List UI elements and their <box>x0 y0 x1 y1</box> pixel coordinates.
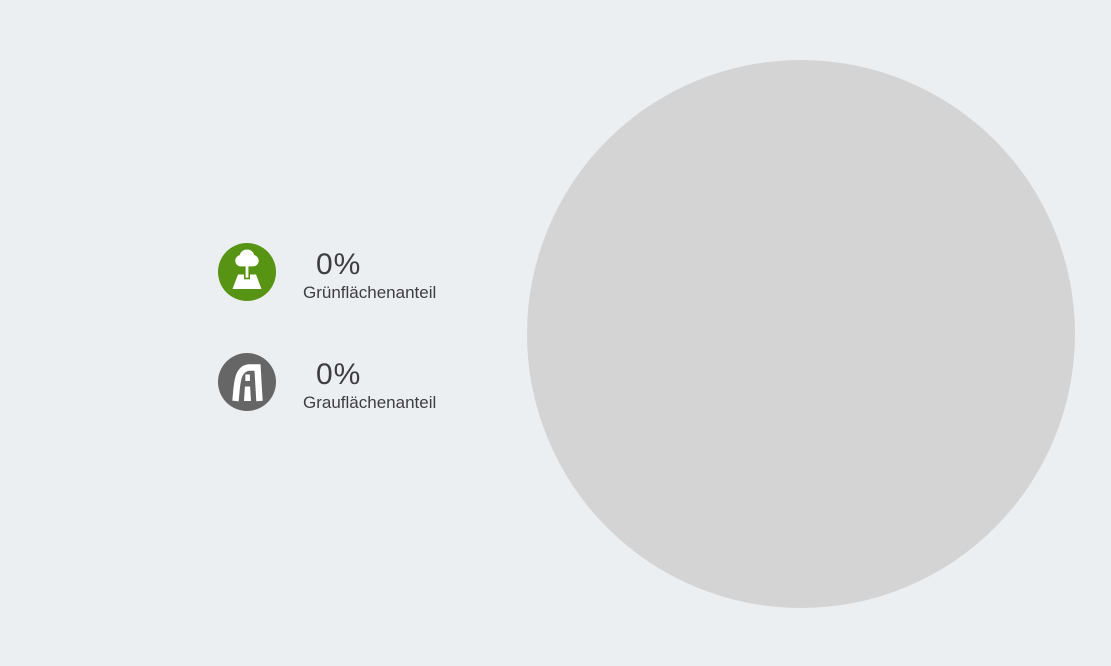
legend-item-gray-area: 0% Grauflächenanteil <box>218 353 436 413</box>
pie-chart-placeholder-circle <box>527 60 1075 608</box>
legend-text-green-area: 0% Grünflächenanteil <box>303 243 436 303</box>
gray-area-share-label: Grauflächenanteil <box>303 393 437 413</box>
road-icon <box>218 353 276 412</box>
green-area-share-value: 0% <box>316 248 362 281</box>
legend-item-green-area: 0% Grünflächenanteil <box>218 243 436 303</box>
green-area-share-label: Grünflächenanteil <box>303 283 437 302</box>
legend-text-gray-area: 0% Grauflächenanteil <box>303 353 436 413</box>
gray-area-share-value: 0% <box>316 358 362 392</box>
tree-icon <box>218 243 276 301</box>
legend: 0% Grünflächenanteil 0% Grauflächenantei… <box>218 243 436 414</box>
